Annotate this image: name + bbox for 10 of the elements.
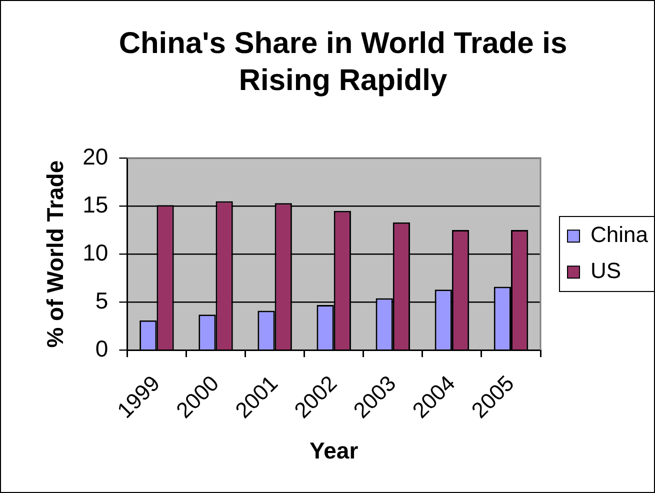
y-tick-label: 10 bbox=[82, 239, 108, 266]
legend-label: US bbox=[590, 258, 622, 284]
y-tick-label: 5 bbox=[95, 287, 108, 314]
x-axis-title: Year bbox=[310, 438, 358, 464]
legend-label: China bbox=[590, 222, 649, 248]
chart-title: China's Share in World Trade is Rising Rapidly bbox=[118, 26, 568, 99]
y-tick-label: 0 bbox=[95, 335, 108, 362]
y-tick-label: 15 bbox=[82, 191, 108, 218]
y-axis-title: % of World Trade bbox=[42, 160, 68, 348]
y-tick-label: 20 bbox=[82, 143, 108, 170]
